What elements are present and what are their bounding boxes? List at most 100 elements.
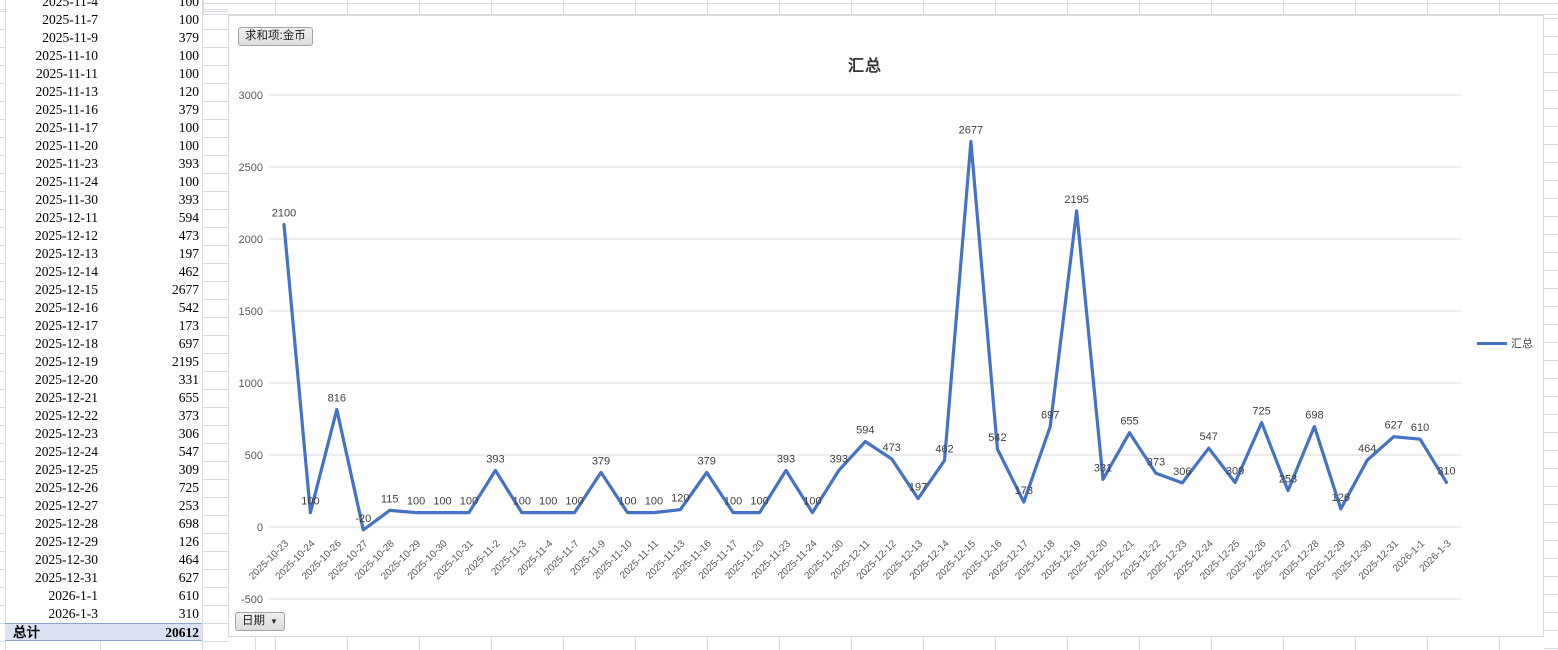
value-cell[interactable]: 197 (178, 246, 199, 261)
value-cell[interactable]: 100 (178, 174, 199, 189)
value-cell[interactable]: 100 (178, 120, 199, 135)
value-cell[interactable]: 547 (178, 444, 199, 459)
date-cell[interactable]: 2025-12-15 (35, 282, 98, 297)
value-cell[interactable]: 698 (178, 516, 199, 531)
value-cell[interactable]: 100 (178, 48, 199, 63)
date-cell[interactable]: 2025-12-25 (35, 462, 98, 477)
date-cell[interactable]: 2025-11-7 (42, 12, 98, 27)
y-axis-tick-label: 2500 (239, 162, 263, 174)
chart-legend[interactable]: 汇总 (1477, 335, 1533, 351)
date-cell[interactable]: 2025-11-17 (35, 120, 99, 135)
value-cell[interactable]: 594 (178, 210, 199, 225)
date-cell[interactable]: 2025-12-13 (35, 246, 98, 261)
table-row: 2025-12-17 173 (5, 317, 202, 335)
date-cell[interactable]: 2025-12-29 (35, 534, 98, 549)
grid-right-column-sliver (1544, 15, 1558, 650)
value-cell[interactable]: 173 (178, 318, 199, 333)
value-cell[interactable]: 373 (178, 408, 199, 423)
total-value-cell[interactable]: 20612 (165, 625, 199, 640)
date-cell[interactable]: 2025-12-27 (35, 498, 98, 513)
date-cell[interactable]: 2026-1-1 (48, 588, 99, 603)
value-cell[interactable]: 462 (178, 264, 199, 279)
date-cell[interactable]: 2025-11-16 (35, 102, 99, 117)
total-label-cell[interactable]: 总计 (13, 625, 40, 640)
value-field-label: 求和项:金币 (245, 30, 306, 42)
date-cell[interactable]: 2025-12-21 (35, 390, 98, 405)
value-cell[interactable]: 331 (178, 372, 199, 387)
value-cell[interactable]: 2677 (172, 282, 199, 297)
value-cell[interactable]: 309 (178, 462, 199, 477)
value-cell[interactable]: 126 (178, 534, 199, 549)
table-row: 2025-12-26 725 (5, 479, 202, 497)
date-cell[interactable]: 2025-11-13 (35, 84, 99, 99)
date-cell[interactable]: 2025-11-10 (35, 48, 99, 63)
value-cell[interactable]: 542 (178, 300, 199, 315)
chart-area[interactable]: 3000 2500 2000 1500 1000 500 0 -500 2025-10-23 20… (228, 15, 1544, 637)
pivot-total-row[interactable]: 总计 20612 (5, 623, 202, 641)
date-cell[interactable]: 2025-11-9 (42, 30, 98, 45)
axis-field-button[interactable]: 日期 ▼ (235, 612, 285, 631)
date-cell[interactable]: 2025-12-16 (35, 300, 98, 315)
dropdown-arrow-icon: ▼ (270, 616, 278, 626)
grid-middle-columns (202, 0, 229, 650)
date-cell[interactable]: 2025-11-4 (42, 0, 98, 9)
date-cell[interactable]: 2025-12-11 (35, 210, 99, 225)
value-cell[interactable]: 310 (178, 606, 199, 621)
date-cell[interactable]: 2025-12-24 (35, 444, 98, 459)
date-cell[interactable]: 2025-12-30 (35, 552, 98, 567)
data-label: 379 (592, 455, 610, 467)
date-cell[interactable]: 2025-12-14 (35, 264, 98, 279)
line-chart: 300025002000150010005000-5002025-10-2320… (239, 90, 1461, 606)
data-label: 126 (1332, 492, 1350, 504)
value-cell[interactable]: 100 (178, 138, 199, 153)
value-cell[interactable]: 697 (178, 336, 199, 351)
date-cell[interactable]: 2025-12-22 (35, 408, 98, 423)
date-cell[interactable]: 2025-12-18 (35, 336, 98, 351)
data-label: 393 (486, 453, 504, 465)
series-line[interactable] (282, 139, 1449, 532)
value-field-button[interactable]: 求和项:金币 (238, 27, 313, 46)
y-axis-tick-label: 500 (245, 450, 263, 462)
value-cell[interactable]: 655 (178, 390, 199, 405)
value-cell[interactable]: 253 (178, 498, 199, 513)
value-cell[interactable]: 100 (178, 0, 199, 9)
date-cell[interactable]: 2025-12-23 (35, 426, 98, 441)
value-cell[interactable]: 464 (178, 552, 199, 567)
date-cell[interactable]: 2025-12-19 (35, 354, 98, 369)
value-cell[interactable]: 306 (178, 426, 199, 441)
date-cell[interactable]: 2025-11-30 (35, 192, 99, 207)
value-cell[interactable]: 120 (178, 84, 199, 99)
value-cell[interactable]: 473 (178, 228, 199, 243)
date-cell[interactable]: 2026-1-3 (48, 606, 99, 621)
date-cell[interactable]: 2025-12-26 (35, 480, 98, 495)
value-cell[interactable]: 393 (178, 192, 199, 207)
value-cell[interactable]: 379 (178, 102, 199, 117)
value-cell[interactable]: 610 (178, 588, 199, 603)
value-cell[interactable]: 393 (178, 156, 199, 171)
table-row: 2025-12-21 655 (5, 389, 202, 407)
date-cell[interactable]: 2025-12-12 (35, 228, 98, 243)
value-cell[interactable]: 725 (178, 480, 199, 495)
date-cell[interactable]: 2025-12-17 (35, 318, 98, 333)
date-cell[interactable]: 2025-11-24 (35, 174, 99, 189)
date-cell[interactable]: 2025-11-11 (36, 66, 98, 81)
value-cell[interactable]: 379 (178, 30, 199, 45)
data-label: 2677 (959, 125, 983, 137)
table-row: 2025-12-25 309 (5, 461, 202, 479)
data-label: 253 (1279, 474, 1297, 486)
value-cell[interactable]: 100 (178, 66, 199, 81)
date-cell[interactable]: 2025-12-20 (35, 372, 98, 387)
table-row: 2025-12-14 462 (5, 263, 202, 281)
table-row: 2025-12-24 547 (5, 443, 202, 461)
chart-title[interactable]: 汇总 (847, 58, 882, 75)
value-cell[interactable]: 2195 (172, 354, 199, 369)
date-cell[interactable]: 2025-12-28 (35, 516, 98, 531)
table-row: 2026-1-1 610 (5, 587, 202, 605)
value-cell[interactable]: 100 (178, 12, 199, 27)
value-cell[interactable]: 627 (178, 570, 199, 585)
table-row: 2025-12-18 697 (5, 335, 202, 353)
table-row: 2025-12-20 331 (5, 371, 202, 389)
date-cell[interactable]: 2025-11-23 (35, 156, 99, 171)
date-cell[interactable]: 2025-11-20 (35, 138, 99, 153)
date-cell[interactable]: 2025-12-31 (35, 570, 98, 585)
